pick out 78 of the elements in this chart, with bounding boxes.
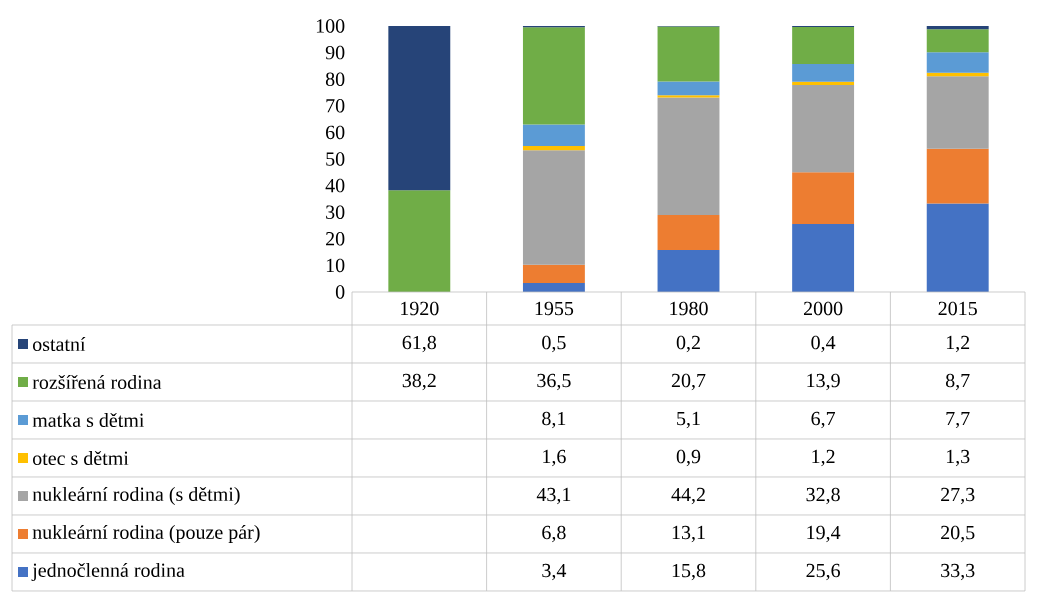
bar (657, 26, 720, 82)
data-label: 1,3 (946, 449, 970, 467)
y-tick-label: 0 (335, 285, 345, 299)
x-tick-label: 2000 (803, 301, 843, 316)
bar (522, 264, 585, 283)
bar (792, 172, 855, 224)
bar (522, 27, 585, 125)
data-label: 33,3 (941, 563, 975, 581)
data-label: 8,1 (542, 411, 566, 429)
data-label: 32,8 (806, 487, 840, 505)
y-tick-label: 90 (325, 45, 345, 60)
bar (522, 145, 585, 151)
data-label: 36,5 (537, 373, 571, 391)
data-label: 61,8 (402, 335, 437, 353)
bar (657, 215, 720, 250)
data-label: 0,9 (676, 449, 701, 467)
data-label: 44,2 (671, 487, 705, 505)
y-tick-label: 60 (326, 125, 345, 140)
bar (792, 85, 855, 173)
data-label: 13,9 (807, 373, 840, 391)
bar (657, 95, 720, 98)
bar (926, 52, 989, 73)
data-label: 5,1 (677, 411, 700, 429)
bar (388, 190, 451, 292)
bar (657, 249, 720, 292)
bar (926, 76, 989, 149)
bar (657, 81, 720, 96)
y-tick-label: 50 (326, 152, 345, 166)
data-label: 19,4 (807, 525, 841, 543)
bar (522, 150, 585, 265)
legend-label: jednočlenná rodina (31, 562, 185, 582)
data-label: 1,2 (812, 449, 835, 467)
y-tick-label: 10 (326, 258, 345, 273)
y-tick-label: 70 (326, 99, 345, 113)
y-tick-label: 20 (326, 232, 345, 246)
data-label: 20,5 (941, 525, 975, 543)
bar (792, 64, 855, 82)
bar (926, 29, 989, 53)
legend-label: nukleární rodina (pouze pár) (32, 524, 260, 544)
legend-label: matka s dětmi (32, 412, 145, 428)
y-tick-label: 30 (326, 205, 345, 219)
data-label: 6,8 (542, 525, 566, 543)
data-label: 3,4 (542, 563, 567, 581)
legend-label: rozšířená rodina (32, 374, 162, 390)
y-tick-label: 80 (325, 72, 345, 86)
y-tick-label: 100 (316, 19, 345, 33)
data-label: 27,3 (941, 487, 975, 505)
x-tick-label: 2015 (938, 301, 977, 316)
x-tick-label: 1920 (401, 301, 439, 316)
x-tick-label: 1980 (670, 301, 708, 316)
bar (388, 25, 451, 191)
x-tick-label: 1955 (535, 301, 574, 316)
bar (522, 124, 585, 146)
data-label: 25,6 (806, 563, 841, 581)
data-label: 43,1 (536, 487, 571, 505)
legend-label: ostatní (32, 336, 86, 352)
data-label: 7,7 (946, 411, 970, 429)
data-label: 1,6 (543, 449, 566, 467)
bar (792, 27, 855, 65)
legend-label: nukleární rodina (s dětmi) (32, 486, 240, 506)
data-label: 13,1 (672, 525, 705, 543)
bar (926, 25, 989, 30)
data-label: 1,2 (946, 335, 970, 353)
data-label: 0,4 (811, 335, 836, 353)
y-tick-label: 40 (325, 178, 345, 193)
bar (926, 148, 989, 204)
data-label: 0,2 (676, 335, 700, 353)
bar (792, 223, 855, 292)
data-label: 38,2 (402, 373, 436, 391)
bar (926, 203, 989, 292)
data-label: 8,7 (945, 373, 970, 391)
bar (792, 81, 855, 86)
data-label: 6,7 (811, 411, 836, 429)
data-label: 20,7 (671, 373, 706, 391)
legend-label: otec s dětmi (32, 450, 129, 466)
bar (657, 97, 720, 216)
data-label: 15,8 (672, 563, 706, 581)
data-label: 0,5 (542, 335, 566, 353)
